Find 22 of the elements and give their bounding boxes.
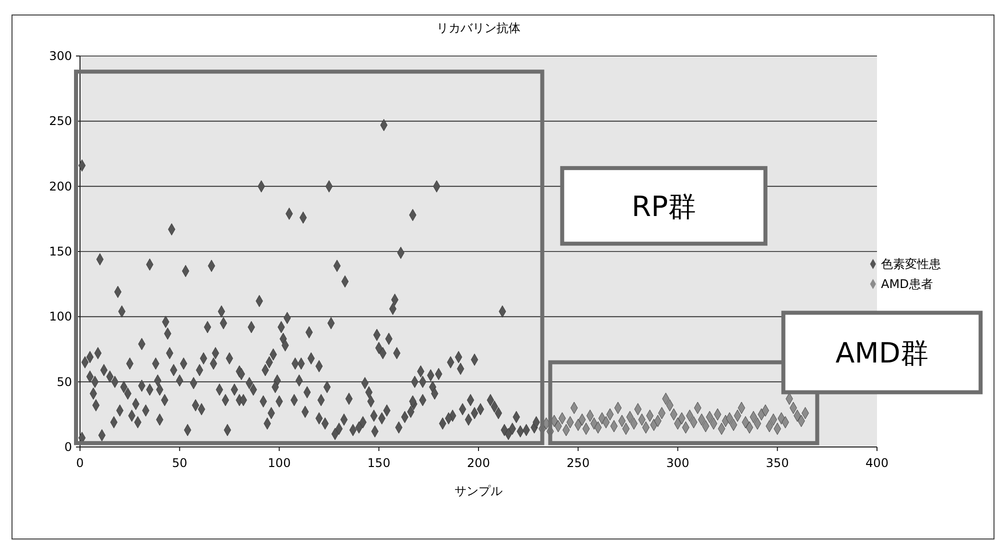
- annotation: RP群: [632, 190, 696, 223]
- x-tick-label: 250: [566, 456, 590, 470]
- y-tick-label: 0: [64, 440, 72, 454]
- x-tick-label: 400: [866, 456, 888, 470]
- y-tick-label: 50: [56, 374, 72, 389]
- legend-label: 色素変性患: [881, 257, 941, 271]
- x-tick-label: 150: [367, 456, 390, 470]
- x-tick-label: 100: [268, 456, 291, 470]
- x-tick-label: 50: [172, 456, 188, 470]
- y-tick-label: 150: [49, 244, 72, 258]
- x-tick-label: 300: [666, 456, 690, 470]
- legend-label: AMD患者: [881, 277, 933, 291]
- y-tick-label: 200: [49, 179, 72, 194]
- y-tick-label: 250: [49, 114, 72, 128]
- x-tick-label: 0: [76, 456, 84, 470]
- annotation: AMD群: [836, 336, 928, 370]
- x-tick-label: 350: [766, 456, 789, 470]
- y-tick-label: 100: [49, 310, 72, 324]
- x-tick-label: 200: [467, 456, 490, 470]
- x-axis-title: サンプル: [454, 484, 502, 498]
- y-tick-label: 300: [49, 49, 72, 63]
- chart-title: リカバリン抗体: [436, 21, 520, 35]
